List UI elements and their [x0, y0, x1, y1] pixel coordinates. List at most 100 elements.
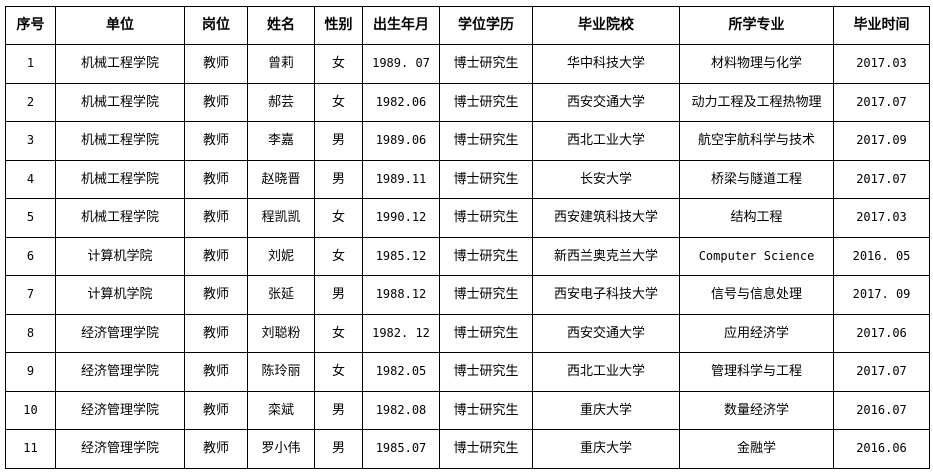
table-row: 10 经济管理学院 教师 栾斌男 1982.08 博士研究生 重庆大学 数量经济学 2016.0… — [5, 390, 930, 430]
cell-unit: 机械工程学院 — [55, 159, 185, 199]
cell-position: 教师 — [184, 313, 248, 353]
cell-index: 11 — [5, 429, 56, 469]
cell-graduation-date: 2017.07 — [833, 159, 930, 199]
cell-gender: 男 — [314, 275, 363, 315]
cell-position: 教师 — [184, 390, 248, 430]
cell-gender: 男 — [314, 390, 363, 430]
column-header-university: 毕业院校 — [532, 6, 680, 45]
cell-gender: 女 — [314, 236, 363, 276]
cell-university: 西安交通大学 — [532, 313, 680, 353]
column-header-birth-date: 出生年月 — [362, 6, 440, 45]
cell-birth-date: 1982.08 — [362, 390, 440, 430]
cell-unit: 经济管理学院 — [55, 352, 185, 392]
table-row: 9 经济管理学院 教师 陈玲丽女 1982.05 博士研究生 西北工业大学 管理科学与工程 20… — [5, 352, 930, 392]
cell-major: 应用经济学 — [679, 313, 834, 353]
cell-birth-date: 1982. 12 — [362, 313, 440, 353]
cell-name: 曾莉 — [247, 44, 315, 84]
cell-unit: 经济管理学院 — [55, 313, 185, 353]
table-row: 1 机械工程学院 教师 曾莉女 1989. 07 博士研究生 华中科技大学 材料物理与化学 20… — [5, 44, 930, 84]
cell-major: 信号与信息处理 — [679, 275, 834, 315]
cell-name: 李嘉 — [247, 121, 315, 161]
cell-gender: 女 — [314, 82, 363, 122]
cell-major: 桥梁与隧道工程 — [679, 159, 834, 199]
cell-birth-date: 1990.12 — [362, 198, 440, 238]
cell-position: 教师 — [184, 275, 248, 315]
column-header-unit: 单位 — [55, 6, 185, 45]
cell-index: 5 — [5, 198, 56, 238]
cell-university: 西安电子科技大学 — [532, 275, 680, 315]
cell-index: 7 — [5, 275, 56, 315]
table-row: 3 机械工程学院 教师 李嘉男 1989.06 博士研究生 西北工业大学 航空宇航科学与技术 2… — [5, 121, 930, 161]
cell-unit: 经济管理学院 — [55, 390, 185, 430]
cell-position: 教师 — [184, 352, 248, 392]
cell-index: 4 — [5, 159, 56, 199]
cell-index: 9 — [5, 352, 56, 392]
cell-name: 刘聪粉 — [247, 313, 315, 353]
table-row: 2 机械工程学院 教师 郝芸女 1982.06 博士研究生 西安交通大学 动力工程及工程热物理… — [5, 82, 930, 122]
cell-major: Computer Science — [679, 236, 834, 276]
cell-birth-date: 1989. 07 — [362, 44, 440, 84]
table-row: 11 经济管理学院 教师 罗小伟男 1985.07 博士研究生 重庆大学 金融学 2016.06 — [5, 429, 930, 469]
cell-position: 教师 — [184, 82, 248, 122]
cell-index: 6 — [5, 236, 56, 276]
cell-graduation-date: 2016. 05 — [833, 236, 930, 276]
cell-major: 数量经济学 — [679, 390, 834, 430]
cell-major: 金融学 — [679, 429, 834, 469]
cell-major: 材料物理与化学 — [679, 44, 834, 84]
column-header-degree: 学位学历 — [439, 6, 533, 45]
cell-university: 长安大学 — [532, 159, 680, 199]
header-row: 序号 单位 岗位 姓名 性别 出生年月 学位学历 毕业院校 所学专业 毕业时间 — [5, 6, 930, 45]
cell-graduation-date: 2017.06 — [833, 313, 930, 353]
cell-birth-date: 1988.12 — [362, 275, 440, 315]
cell-birth-date: 1985.12 — [362, 236, 440, 276]
cell-name: 栾斌 — [247, 390, 315, 430]
cell-position: 教师 — [184, 121, 248, 161]
cell-position: 教师 — [184, 198, 248, 238]
cell-graduation-date: 2017.07 — [833, 352, 930, 392]
cell-degree: 博士研究生 — [439, 352, 533, 392]
cell-graduation-date: 2016.07 — [833, 390, 930, 430]
cell-position: 教师 — [184, 44, 248, 84]
cell-birth-date: 1985.07 — [362, 429, 440, 469]
cell-gender: 女 — [314, 352, 363, 392]
cell-graduation-date: 2017.09 — [833, 121, 930, 161]
cell-degree: 博士研究生 — [439, 198, 533, 238]
cell-gender: 女 — [314, 198, 363, 238]
column-header-name: 姓名 — [247, 6, 315, 45]
cell-major: 管理科学与工程 — [679, 352, 834, 392]
cell-university: 华中科技大学 — [532, 44, 680, 84]
staff-table: 序号 单位 岗位 姓名 性别 出生年月 学位学历 毕业院校 所学专业 毕业时间 1 机械工程学院 教师… — [5, 6, 930, 469]
cell-name: 刘妮 — [247, 236, 315, 276]
cell-degree: 博士研究生 — [439, 44, 533, 84]
cell-index: 8 — [5, 313, 56, 353]
column-header-index: 序号 — [5, 6, 56, 45]
table-row: 5 机械工程学院 教师 程凯凯女 1990.12 博士研究生 西安建筑科技大学 结构工程 201… — [5, 198, 930, 238]
cell-university: 西安交通大学 — [532, 82, 680, 122]
cell-gender: 女 — [314, 44, 363, 84]
cell-name: 程凯凯 — [247, 198, 315, 238]
cell-graduation-date: 2017. 09 — [833, 275, 930, 315]
cell-name: 赵晓晋 — [247, 159, 315, 199]
cell-gender: 男 — [314, 429, 363, 469]
cell-birth-date: 1989.11 — [362, 159, 440, 199]
cell-birth-date: 1982.05 — [362, 352, 440, 392]
cell-unit: 经济管理学院 — [55, 429, 185, 469]
table-row: 4 机械工程学院 教师 赵晓晋男 1989.11 博士研究生 长安大学 桥梁与隧道工程 2017… — [5, 159, 930, 199]
cell-university: 新西兰奥克兰大学 — [532, 236, 680, 276]
cell-birth-date: 1982.06 — [362, 82, 440, 122]
cell-gender: 男 — [314, 159, 363, 199]
cell-degree: 博士研究生 — [439, 159, 533, 199]
cell-university: 重庆大学 — [532, 390, 680, 430]
column-header-graduation-date: 毕业时间 — [833, 6, 930, 45]
cell-position: 教师 — [184, 236, 248, 276]
cell-graduation-date: 2017.07 — [833, 82, 930, 122]
cell-university: 西北工业大学 — [532, 352, 680, 392]
column-header-major: 所学专业 — [679, 6, 834, 45]
cell-index: 2 — [5, 82, 56, 122]
table-row: 8 经济管理学院 教师 刘聪粉女 1982. 12 博士研究生 西安交通大学 应用经济学 201… — [5, 313, 930, 353]
column-header-position: 岗位 — [184, 6, 248, 45]
cell-index: 10 — [5, 390, 56, 430]
cell-unit: 计算机学院 — [55, 236, 185, 276]
table-row: 6 计算机学院 教师 刘妮女 1985.12 博士研究生 新西兰奥克兰大学 Computer … — [5, 236, 930, 276]
column-header-gender: 性别 — [314, 6, 363, 45]
